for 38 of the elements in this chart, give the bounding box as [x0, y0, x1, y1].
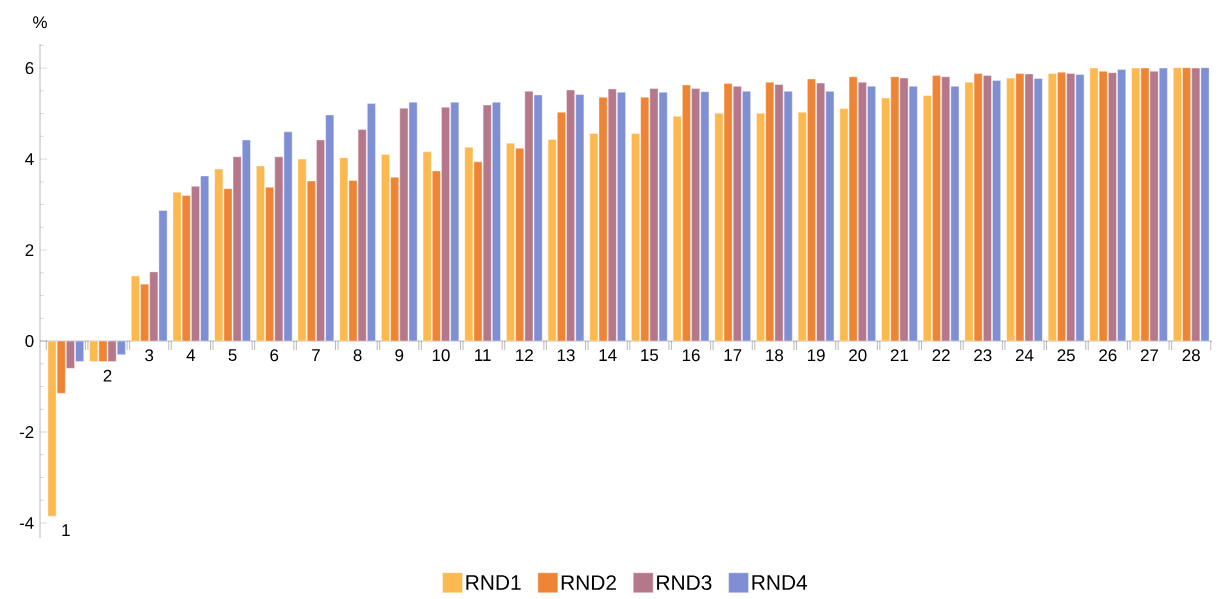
y-tick-label: 4	[25, 153, 34, 165]
x-tick-label: 17	[724, 349, 742, 361]
x-tick-label: 25	[1057, 349, 1075, 362]
x-tick-label: 1	[62, 524, 70, 537]
x-tick-label: 5	[228, 349, 237, 362]
x-tick-label: 15	[641, 349, 659, 362]
y-tick-label: 6	[25, 62, 34, 75]
y-tick-label: 0	[25, 335, 34, 348]
x-tick-label: 23	[974, 349, 992, 362]
y-tick-label: 2	[25, 244, 34, 256]
y-tick-label: -4	[19, 517, 34, 529]
x-tick-label: 27	[1140, 349, 1159, 362]
x-tick-label: 8	[353, 349, 362, 362]
x-tick-label: 7	[312, 349, 320, 361]
x-tick-label: 21	[890, 349, 909, 362]
x-tick-label: 19	[807, 349, 825, 362]
legend-label: RND2	[561, 575, 616, 590]
x-tick-label: 28	[1182, 349, 1200, 362]
x-tick-label: 10	[432, 349, 450, 362]
y-tick-label: -2	[19, 426, 34, 438]
x-tick-label: 4	[186, 349, 196, 361]
x-tick-label: 26	[1099, 349, 1117, 362]
x-tick-label: 11	[475, 349, 491, 361]
x-tick-label: 13	[557, 349, 575, 362]
x-tick-label: 24	[1015, 349, 1034, 362]
legend-label: RND4	[752, 575, 808, 590]
x-tick-label: 3	[145, 349, 154, 362]
x-tick-label: 18	[766, 349, 784, 362]
x-tick-label: 20	[849, 349, 867, 362]
x-tick-label: 14	[599, 349, 617, 361]
legend-label: RND1	[466, 575, 521, 590]
x-tick-label: 9	[395, 349, 404, 362]
x-tick-label: 12	[516, 349, 533, 362]
x-tick-label: 6	[270, 349, 279, 362]
y-axis-title: %	[33, 16, 47, 29]
legend-label: RND3	[657, 575, 712, 590]
x-tick-label: 22	[932, 349, 950, 362]
x-tick-label: 16	[682, 349, 700, 362]
